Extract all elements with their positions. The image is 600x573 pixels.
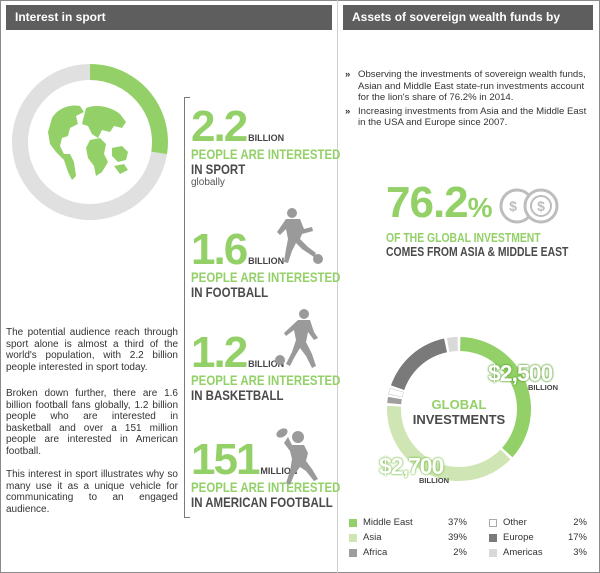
stat-unit: BILLION: [248, 133, 285, 143]
donut-slice-middle-east: [460, 337, 531, 458]
stat-line2: IN AMERICAN FOOTBALL: [191, 494, 333, 510]
rail-tick: [184, 517, 190, 518]
intro-paragraph: The potential audience reach through spo…: [6, 327, 178, 373]
bullet-item: » Observing the investments of sovereign …: [345, 69, 586, 103]
legend-value: 37%: [447, 517, 467, 528]
stat-american-football: 151 MILLION PEOPLE ARE INTERESTED IN AMER…: [191, 435, 373, 510]
callout-value: $2,700: [379, 453, 444, 479]
global-investments-donut: GLOBAL INVESTMENTS: [387, 337, 531, 481]
stat-value: 1.6: [191, 225, 248, 274]
legend-item: Other 2%: [489, 517, 587, 529]
legend-swatch: [489, 534, 497, 542]
legend-value: 2%: [453, 547, 467, 558]
chevron-icon: »: [345, 105, 351, 117]
callout-unit: BILLION: [528, 383, 558, 392]
legend-item: Middle East 37%: [349, 517, 467, 529]
svg-text:$: $: [509, 198, 517, 214]
stat-sport: 2.2 BILLION PEOPLE ARE INTERESTED IN SPOR…: [191, 102, 373, 189]
american-football-player-icon: [276, 428, 318, 485]
investment-legend: Middle East 37% Asia 39% Africa 2% Other 2% Euro…: [349, 517, 589, 563]
headline-line2: COMES FROM ASIA & MIDDLE EAST: [386, 244, 569, 259]
football-player-icon: [277, 208, 323, 264]
stat-line2: IN SPORT: [191, 161, 246, 177]
panel-divider: [337, 0, 338, 573]
donut-slice-europe: [390, 338, 447, 390]
headline-percentage: 76.2%: [386, 178, 493, 227]
legend-label: Middle East: [363, 517, 413, 528]
stat-value: 2.2: [191, 102, 248, 151]
legend-item: Asia 39%: [349, 532, 467, 544]
stat-unit: MILLION: [260, 466, 298, 476]
donut-slice-americas: [446, 337, 458, 352]
headline-line1: OF THE GLOBAL INVESTMENT: [386, 230, 541, 245]
stat-line1: PEOPLE ARE INTERESTED: [191, 146, 341, 162]
summary-paragraph: This interest in sport illustrates why s…: [6, 469, 178, 515]
stat-line2: IN BASKETBALL: [191, 387, 284, 403]
stat-unit: BILLION: [248, 359, 285, 369]
legend-label: Americas: [503, 547, 543, 558]
legend-label: Europe: [503, 532, 534, 543]
legend-label: Asia: [363, 532, 382, 543]
stat-value: 151: [191, 435, 260, 484]
stat-line1: PEOPLE ARE INTERESTED: [191, 479, 341, 495]
callout-middle-east: $2,500 BILLION: [488, 361, 558, 392]
donut-center-line1: GLOBAL: [432, 397, 487, 412]
svg-text:$: $: [537, 198, 545, 214]
legend-value: 17%: [567, 532, 587, 543]
insight-bullets: » Observing the investments of sovereign …: [345, 69, 593, 131]
donut-slice-africa: [387, 396, 402, 405]
callout-asia: $2,700 BILLION: [379, 454, 449, 485]
globe-icon: [48, 105, 128, 180]
callout-value: $2,500: [488, 360, 553, 386]
stats-rail: [184, 97, 185, 518]
legend-swatch: [489, 549, 497, 557]
coins-icon: $ $: [499, 188, 559, 224]
donut-slice-asia: [387, 405, 511, 481]
stat-line3: globally: [191, 177, 225, 188]
basketball-player-icon: [275, 309, 318, 368]
right-panel-title: Assets of sovereign wealth funds by regi…: [343, 5, 593, 49]
callout-unit: BILLION: [419, 476, 449, 485]
legend-swatch: [349, 534, 357, 542]
stat-line1: PEOPLE ARE INTERESTED: [191, 269, 341, 285]
bullet-item: » Increasing investments from Asia and th…: [345, 105, 587, 129]
stat-football: 1.6 BILLION PEOPLE ARE INTERESTED IN FOOT…: [191, 225, 373, 300]
stat-line2: IN FOOTBALL: [191, 284, 269, 300]
breakdown-paragraph: Broken down further, there are 1.6 billi…: [6, 388, 178, 457]
donut-center-line2: INVESTMENTS: [413, 412, 506, 427]
chevron-icon: »: [345, 69, 351, 80]
legend-label: Other: [503, 517, 527, 528]
stat-line1: PEOPLE ARE INTERESTED: [191, 372, 341, 388]
legend-value: 3%: [573, 547, 587, 558]
rail-tick: [184, 97, 190, 98]
stat-unit: BILLION: [248, 256, 285, 266]
legend-item: Europe 17%: [489, 532, 587, 544]
stat-value: 1.2: [191, 328, 248, 377]
stat-basketball: 1.2 BILLION PEOPLE ARE INTERESTED IN BASK…: [191, 328, 373, 403]
legend-value: 39%: [447, 532, 467, 543]
left-panel-title: Interest in sport: [6, 5, 332, 30]
legend-label: Africa: [363, 547, 388, 558]
legend-item: Africa 2%: [349, 547, 467, 559]
legend-item: Americas 3%: [489, 547, 587, 559]
legend-swatch: [349, 549, 357, 557]
donut-slice-other: [388, 387, 404, 398]
legend-value: 2%: [573, 517, 587, 528]
legend-swatch: [349, 519, 357, 527]
donut-slice-interest-in-sport: [90, 64, 168, 155]
sport-interest-donut: [11, 64, 168, 221]
legend-swatch: [489, 519, 497, 527]
